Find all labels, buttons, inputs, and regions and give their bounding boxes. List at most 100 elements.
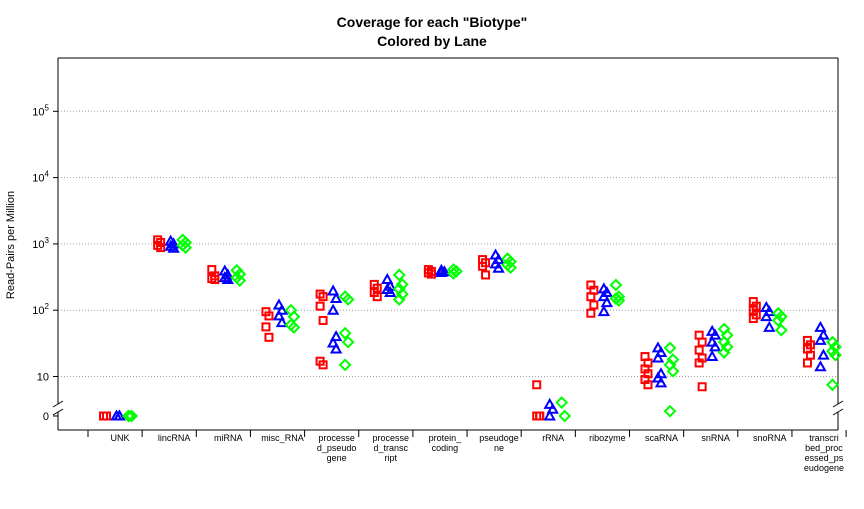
data-point-square (586, 292, 596, 302)
data-point-diamond (392, 268, 406, 282)
axis-break-mark (832, 400, 844, 408)
data-point-square (697, 382, 707, 392)
data-point-triangle (814, 333, 827, 345)
data-point-diamond (446, 266, 460, 280)
data-point-triangle (167, 241, 180, 253)
data-point-square (802, 358, 812, 368)
data-point-square (586, 308, 596, 318)
data-point-diamond (829, 340, 842, 354)
data-point-square (264, 311, 274, 321)
y-tick-label: 0 (43, 411, 49, 423)
data-point-triangle (546, 402, 559, 414)
data-point-diamond (504, 261, 517, 274)
x-tick-label: rRNA (542, 433, 564, 443)
data-point-triangle (329, 291, 343, 304)
x-tick-label: processe d_pseudo gene (317, 433, 357, 463)
data-point-square (694, 358, 704, 368)
data-point-square (318, 315, 328, 325)
data-point-diamond (558, 409, 572, 423)
data-point-triangle (651, 351, 665, 363)
data-point-triangle (435, 265, 448, 278)
data-point-triangle (275, 316, 289, 328)
data-point-square (264, 332, 274, 342)
data-point-triangle (763, 305, 776, 317)
data-point-square (372, 292, 382, 302)
y-tick-label: 105 (32, 103, 49, 118)
x-tick-label: pseudoge ne (479, 433, 519, 453)
data-point-triangle (329, 342, 343, 354)
data-point-diamond (125, 409, 138, 423)
data-point-diamond (663, 341, 677, 355)
data-point-diamond (666, 364, 680, 378)
data-point-triangle (654, 376, 668, 388)
data-point-triangle (760, 310, 773, 322)
data-point-triangle (326, 284, 340, 296)
data-point-triangle (600, 296, 614, 308)
data-point-diamond (179, 241, 193, 254)
data-point-triangle (272, 309, 286, 321)
data-point-triangle (708, 328, 722, 340)
data-point-square (261, 322, 271, 332)
x-tick-label: ribozyme (589, 433, 626, 443)
data-point-diamond (287, 320, 301, 334)
data-point-diamond (666, 353, 680, 366)
data-point-diamond (555, 396, 569, 409)
data-point-triangle (113, 409, 126, 421)
data-point-triangle (705, 350, 719, 362)
axis-break-mark (832, 408, 844, 416)
data-point-triangle (384, 285, 397, 297)
data-point-triangle (326, 336, 340, 348)
y-tick-label: 102 (32, 302, 49, 317)
data-point-triangle (817, 328, 830, 340)
x-tick-label: misc_RNA (261, 433, 304, 443)
data-point-diamond (771, 314, 785, 327)
data-point-diamond (717, 346, 731, 359)
data-point-triangle (275, 303, 289, 315)
data-point-triangle (597, 290, 611, 302)
data-point-triangle (543, 409, 556, 421)
data-point-diamond (341, 293, 355, 306)
data-point-square (102, 411, 111, 421)
x-tick-label: lincRNA (158, 433, 191, 443)
data-point-diamond (774, 323, 788, 337)
data-point-triangle (543, 397, 556, 409)
y-tick-label: 10 (37, 372, 49, 384)
data-point-diamond (392, 293, 406, 306)
data-point-square (643, 380, 653, 390)
data-point-diamond (663, 404, 677, 418)
data-point-triangle (329, 330, 343, 342)
data-point-diamond (122, 409, 135, 423)
x-tick-label: snoRNA (753, 433, 787, 443)
data-point-triangle (817, 348, 830, 360)
axis-break-mark (52, 400, 64, 408)
chart-title: Coverage for each "Biotype" (337, 14, 528, 30)
x-tick-label: miRNA (214, 433, 243, 443)
data-point-square (156, 243, 166, 253)
x-tick-label: UNK (110, 433, 129, 443)
data-point-diamond (338, 326, 352, 340)
x-tick-label: scaRNA (645, 433, 678, 443)
data-point-diamond (826, 378, 839, 392)
data-point-square (535, 411, 545, 421)
data-point-triangle (763, 320, 776, 332)
data-point-diamond (341, 335, 355, 349)
data-point-square (694, 345, 704, 355)
data-point-square (478, 261, 488, 271)
data-point-square (318, 360, 328, 370)
data-point-square (315, 301, 325, 311)
y-axis-label: Read-Pairs per Million (5, 191, 17, 299)
data-point-triangle (814, 360, 827, 372)
x-tick-label: transcri bed_proc essed_ps eudogene (804, 433, 844, 473)
data-point-square (481, 270, 491, 280)
data-point-diamond (609, 278, 623, 292)
data-point-triangle (326, 303, 340, 315)
data-point-triangle (814, 320, 827, 332)
data-point-diamond (829, 348, 842, 362)
data-point-square (426, 269, 436, 279)
data-point-triangle (272, 298, 286, 310)
data-point-diamond (338, 358, 352, 372)
data-point-triangle (221, 273, 235, 285)
y-tick-label: 103 (32, 236, 49, 251)
